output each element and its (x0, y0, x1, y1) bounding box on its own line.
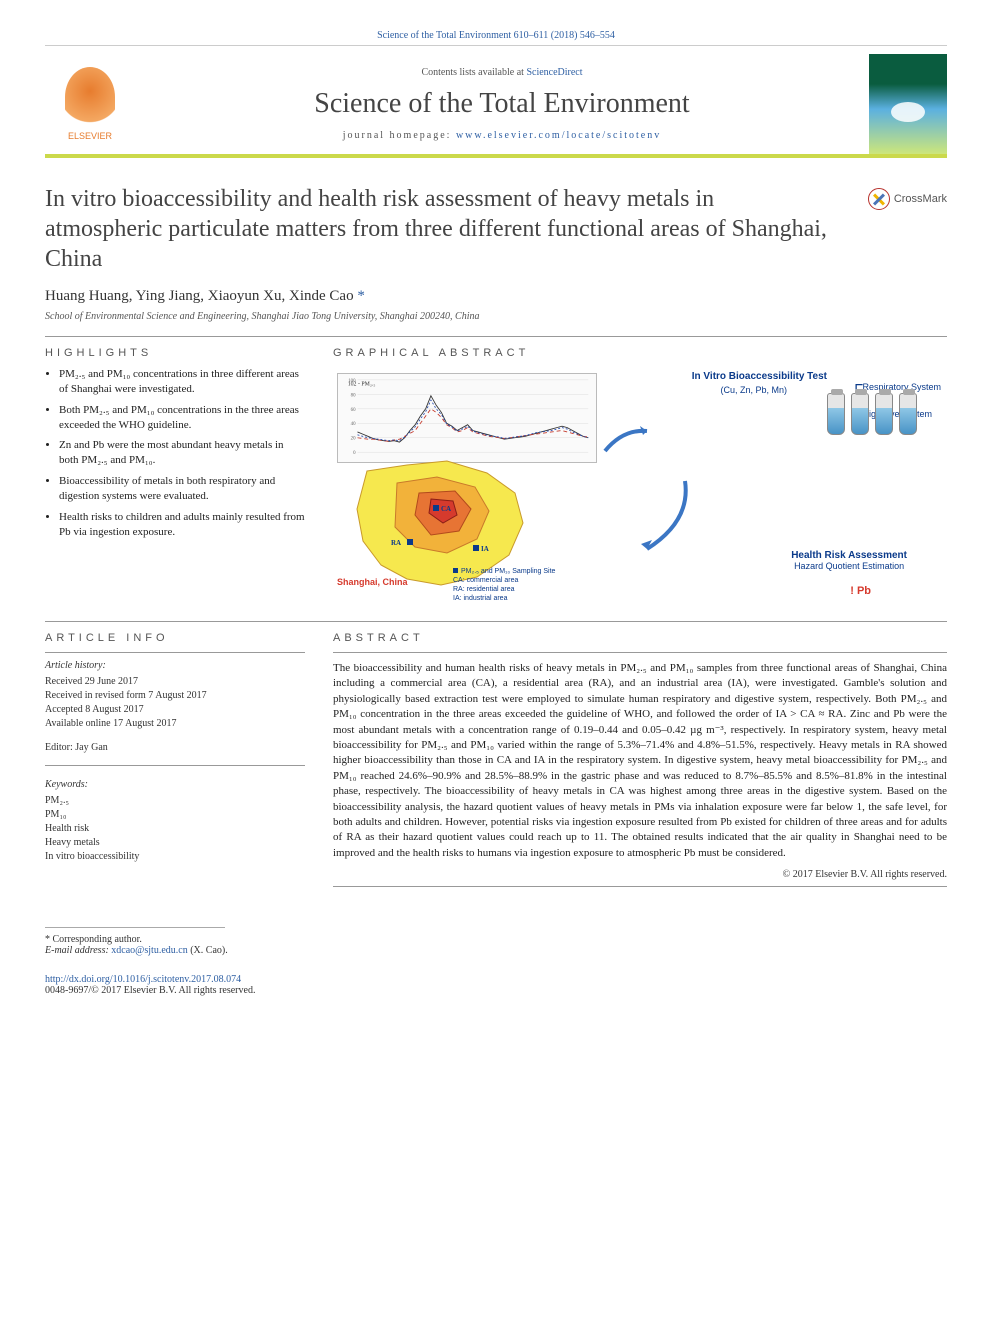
highlight-item: Both PM₂.₅ and PM₁₀ concentrations in th… (59, 403, 305, 433)
vial-icon (827, 393, 845, 435)
ga-line-chart: 020406080100 102 - PM₂.₅ (337, 373, 597, 463)
highlights-list: PM₂.₅ and PM₁₀ concentrations in three d… (45, 367, 305, 539)
authors: Huang Huang, Ying Jiang, Xiaoyun Xu, Xin… (45, 288, 947, 305)
ga-pb-label: Pb (850, 585, 871, 597)
history-head: Article history: (45, 659, 305, 673)
article-info-heading: ARTICLE INFO (45, 632, 305, 644)
ga-chart-svg: 020406080100 102 - PM₂.₅ (338, 374, 596, 462)
svg-text:60: 60 (351, 408, 356, 413)
ga-shanghai-label: Shanghai, China (337, 577, 408, 587)
divider (333, 886, 947, 887)
svg-text:80: 80 (351, 393, 356, 398)
copyright: © 2017 Elsevier B.V. All rights reserved… (333, 869, 947, 880)
article-info: Article history: Received 29 June 2017 R… (45, 659, 305, 864)
ga-metals-label: (Cu, Zn, Pb, Mn) (720, 385, 787, 395)
journal-header: ELSEVIER Contents lists available at Sci… (45, 45, 947, 158)
ga-risk-title: Health Risk Assessment (791, 550, 907, 561)
ga-resp-label: Respiratory System (862, 382, 941, 392)
ga-risk-label: Health Risk Assessment Hazard Quotient E… (791, 550, 907, 571)
svg-text:RA: RA (391, 539, 401, 547)
crossmark-icon (868, 188, 890, 210)
corresponding-marker: * (357, 288, 365, 304)
issn-line: 0048-9697/© 2017 Elsevier B.V. All right… (45, 985, 947, 996)
divider (45, 336, 947, 337)
journal-name: Science of the Total Environment (145, 88, 859, 120)
highlight-item: Zn and Pb were the most abundant heavy m… (59, 438, 305, 468)
graphical-abstract-heading: GRAPHICAL ABSTRACT (333, 347, 947, 359)
vial-icon (899, 393, 917, 435)
homepage-link[interactable]: www.elsevier.com/locate/scitotenv (456, 130, 661, 141)
divider (45, 765, 305, 766)
keyword: Health risk (45, 822, 305, 836)
svg-text:CA: CA (441, 505, 451, 513)
homepage-label: journal homepage: (343, 130, 456, 141)
highlights-heading: HIGHLIGHTS (45, 347, 305, 359)
svg-text:IA: IA (481, 545, 489, 553)
ga-arrow-icon (633, 477, 693, 557)
keyword: In vitro bioaccessibility (45, 850, 305, 864)
corresponding-footnote: * Corresponding author. E-mail address: … (45, 934, 947, 956)
journal-citation[interactable]: Science of the Total Environment 610–611… (45, 30, 947, 45)
author-list: Huang Huang, Ying Jiang, Xiaoyun Xu, Xin… (45, 288, 357, 304)
ga-legend: PM₂.₅ and PM₁₀ Sampling Site CA: commerc… (453, 567, 555, 603)
keyword: Heavy metals (45, 836, 305, 850)
ga-legend-head: PM₂.₅ and PM₁₀ Sampling Site (461, 568, 555, 575)
keywords-head: Keywords: (45, 778, 305, 792)
doi-block: http://dx.doi.org/10.1016/j.scitotenv.20… (45, 974, 947, 996)
divider (45, 621, 947, 622)
crossmark-label: CrossMark (894, 193, 947, 205)
ga-legend-item: IA: industrial area (453, 594, 555, 603)
vial-icon (875, 393, 893, 435)
vial-icon (851, 393, 869, 435)
contents-text: Contents lists available at (421, 67, 526, 78)
journal-cover-thumbnail (869, 54, 947, 154)
highlight-item: Health risks to children and adults main… (59, 510, 305, 540)
divider (333, 652, 947, 653)
received-date: Received 29 June 2017 (45, 675, 305, 689)
accepted-date: Accepted 8 August 2017 (45, 703, 305, 717)
article-title: In vitro bioaccessibility and health ris… (45, 184, 947, 274)
elsevier-tree-icon (65, 67, 115, 127)
highlight-item: Bioaccessibility of metals in both respi… (59, 474, 305, 504)
revised-date: Received in revised form 7 August 2017 (45, 689, 305, 703)
affiliation: School of Environmental Science and Engi… (45, 311, 947, 322)
contents-line: Contents lists available at ScienceDirec… (145, 67, 859, 78)
svg-text:20: 20 (351, 437, 356, 442)
header-center: Contents lists available at ScienceDirec… (135, 67, 869, 141)
email-label: E-mail address: (45, 945, 111, 956)
email-suffix: (X. Cao). (188, 945, 228, 956)
abstract-heading: ABSTRACT (333, 632, 947, 644)
publisher-name: ELSEVIER (68, 131, 112, 141)
keyword: PM₂.₅ (45, 794, 305, 808)
crossmark-badge[interactable]: CrossMark (868, 188, 947, 210)
chart-legend-label: 102 - PM₂.₅ (348, 382, 376, 388)
online-date: Available online 17 August 2017 (45, 717, 305, 731)
homepage-line: journal homepage: www.elsevier.com/locat… (145, 130, 859, 141)
keyword: PM₁₀ (45, 808, 305, 822)
publisher-logo: ELSEVIER (45, 54, 135, 154)
ga-vials (827, 393, 917, 435)
ga-legend-item: RA: residential area (453, 585, 555, 594)
svg-text:40: 40 (351, 422, 356, 427)
corr-author-label: * Corresponding author. (45, 934, 947, 945)
sciencedirect-link[interactable]: ScienceDirect (526, 67, 582, 78)
footnote-rule (45, 927, 225, 928)
divider (45, 652, 305, 653)
ga-arrow-icon (603, 425, 653, 455)
ga-invitro-label: In Vitro Bioaccessibility Test (692, 371, 827, 382)
doi-link[interactable]: http://dx.doi.org/10.1016/j.scitotenv.20… (45, 974, 241, 985)
email-link[interactable]: xdcao@sjtu.edu.cn (111, 945, 187, 956)
highlight-item: PM₂.₅ and PM₁₀ concentrations in three d… (59, 367, 305, 397)
graphical-abstract: 020406080100 102 - PM₂.₅ In Vitro Bioacc… (333, 367, 947, 607)
editor: Editor: Jay Gan (45, 741, 305, 755)
ga-risk-sub: Hazard Quotient Estimation (791, 561, 907, 571)
abstract-text: The bioaccessibility and human health ri… (333, 661, 947, 861)
ga-legend-item: CA: commercial area (453, 576, 555, 585)
